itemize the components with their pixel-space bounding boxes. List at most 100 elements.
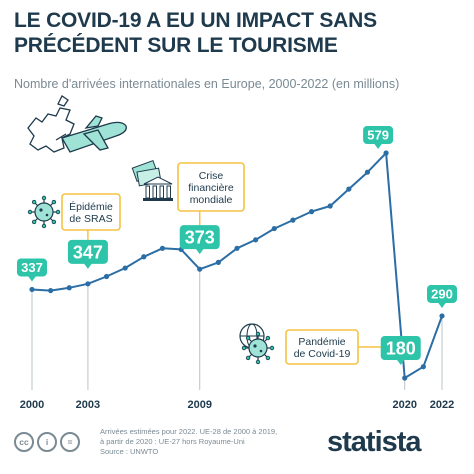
virus-spike-tip [265,355,271,361]
virus-dot [45,213,49,217]
virus-spike-tip [245,355,251,361]
data-point [85,281,91,287]
virus-icon [27,195,61,229]
virus-spike-tip [265,335,271,341]
footer-note: Arrivées estimées pour 2022. UE-28 de 20… [100,427,330,457]
virus-dot [39,208,43,212]
bank-base [143,198,173,201]
virus-spike-tip [55,209,61,215]
value-label-pointer [83,263,92,269]
value-label-box [380,336,421,360]
data-point [308,209,315,215]
virus-dot [253,344,257,348]
value-label-text: 579 [367,128,389,143]
data-point [215,259,221,265]
virus-dot [259,349,263,353]
virus-spike-tip [51,219,57,225]
data-point [271,225,277,232]
bank-column [145,185,150,199]
bank-column [166,185,171,199]
data-point [290,217,296,223]
data-point [364,169,371,175]
value-label-box [179,225,220,250]
value-label-box [17,258,47,277]
annotation-text: Pandémie [298,336,345,348]
annotation-box [61,193,121,231]
data-point [383,150,389,156]
virus-spike-tip [31,219,37,225]
value-label: 579 [363,126,394,149]
value-label-text: 337 [21,260,43,275]
data-point [29,286,35,293]
title-line: LE COVID-19 A EU UN IMPACT SANS [14,9,377,32]
x-tick-label: 2000 [20,399,44,411]
x-tick-label: 2020 [392,399,416,411]
globe-virus-icon [239,323,275,365]
bank-column [152,185,157,199]
value-label-box [67,239,108,264]
data-point [141,254,147,260]
value-label: 373 [179,225,220,255]
value-label-pointer [374,143,383,149]
subtitle: Nombre d'arrivées internationales en Eur… [14,77,400,91]
footer-note-line: Arrivées estimées pour 2022. UE-28 de 20… [100,427,278,436]
data-point [439,313,445,319]
annotation-text: mondiale [190,194,233,206]
series [29,150,445,381]
value-label: 180 [380,336,421,365]
virus-spike-tip [31,199,37,205]
airplane-icon [55,115,127,153]
data-point [66,285,72,291]
value-label-text: 373 [185,228,215,248]
value-label-box [363,126,394,144]
value-label-box [427,284,457,303]
virus-body [34,202,54,222]
data-point [420,364,426,370]
data-point [327,203,333,209]
x-tick-label: 2003 [76,399,100,411]
bank-column [159,185,164,199]
value-label: 337 [17,258,47,282]
annotation-box [285,329,359,365]
virus-spike-tip [41,195,47,201]
value-label: 347 [67,239,108,269]
annotation-text: de Covid-19 [294,348,351,360]
value-label-pointer [438,302,446,308]
value-label-text: 180 [386,339,416,359]
x-tick-label: 2022 [430,399,454,411]
data-point [103,273,110,280]
annotation-text: de SRAS [69,213,112,225]
attribution-icon: i [37,432,57,452]
virus-spike-tip [241,345,247,351]
data-point [122,265,128,271]
virus-spike-tip [255,331,261,337]
data-point [346,186,352,192]
virus-spike-tip [255,359,261,365]
source-text: Source : UNWTO [100,447,159,456]
annotation-text: financière [188,182,234,194]
title-line: PRÉCÉDENT SUR LE TOURISME [14,34,338,57]
value-labels: 337 347 373 579 180 290 [17,126,457,365]
illustrations [27,95,127,153]
annotation-box [177,162,245,212]
equal-icon: = [60,432,80,452]
value-label-pointer [195,248,204,255]
virus-spike-tip [51,199,57,205]
annotation-text: Épidémie [69,200,113,213]
data-point [48,287,54,294]
virus-body [248,338,268,358]
virus-spike-tip [269,345,275,351]
data-point [197,266,203,272]
data-point [234,245,240,251]
x-axis: 2000 2003 2009 2020 2022 [20,271,454,411]
money-bank-icon [131,160,173,201]
value-label-text: 290 [431,286,453,301]
cc-icon: cc [14,432,34,452]
value-label-text: 347 [73,242,103,262]
virus-spike-tip [245,335,251,341]
value-label-pointer [28,275,36,282]
